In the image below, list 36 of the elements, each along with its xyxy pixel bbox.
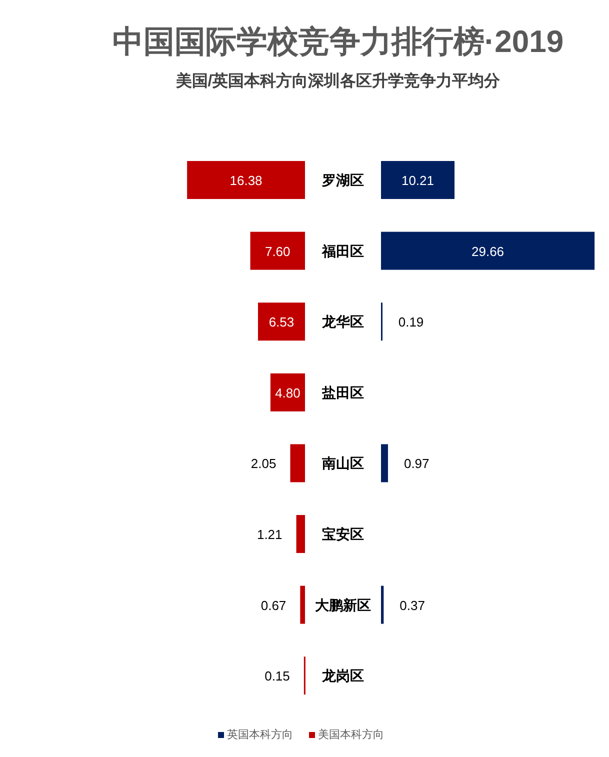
data-label: 4.80: [275, 385, 300, 400]
y-tick-label: 大鹏新区: [315, 596, 371, 613]
bar: [250, 232, 305, 270]
y-tick-label: 福田区: [321, 242, 364, 259]
data-label: 6.53: [268, 314, 294, 330]
data-label: 7.60: [264, 244, 290, 259]
bar: [296, 515, 305, 553]
data-label: 0.97: [404, 456, 430, 472]
bar: [270, 373, 305, 412]
y-tick-label: 龙华区: [321, 314, 364, 330]
y-tick-label: 南山区: [321, 455, 364, 472]
data-label: 0.15: [264, 668, 290, 684]
legend-label: 美国本科方向: [318, 728, 384, 741]
bar: [187, 161, 305, 199]
data-label: 0.67: [260, 598, 286, 613]
y-tick-label: 龙岗区: [321, 668, 364, 684]
bar: [300, 586, 305, 624]
bar: [258, 302, 305, 341]
bar: [381, 444, 388, 482]
y-tick-label: 罗湖区: [321, 172, 364, 188]
data-label: 2.05: [250, 456, 276, 472]
y-tick-label: 宝安区: [322, 526, 364, 542]
data-label: 29.66: [472, 244, 504, 259]
legend-label: 英国本科方向: [227, 728, 293, 741]
chart-title: 中国国际学校竞争力排行榜·2019: [112, 24, 564, 59]
bar: [381, 586, 384, 624]
data-label: 0.19: [398, 314, 424, 330]
data-label: 1.21: [256, 527, 282, 542]
data-label: 16.38: [230, 173, 262, 188]
text: 美国/英国本科方向深圳各区升学竞争力平均分: [174, 71, 502, 90]
bar: [290, 444, 305, 482]
y-tick-label: 盐田区: [321, 384, 364, 400]
data-label: 10.21: [401, 173, 434, 188]
bar: [381, 232, 595, 270]
bar: [381, 161, 455, 199]
data-label: 0.37: [400, 598, 425, 613]
